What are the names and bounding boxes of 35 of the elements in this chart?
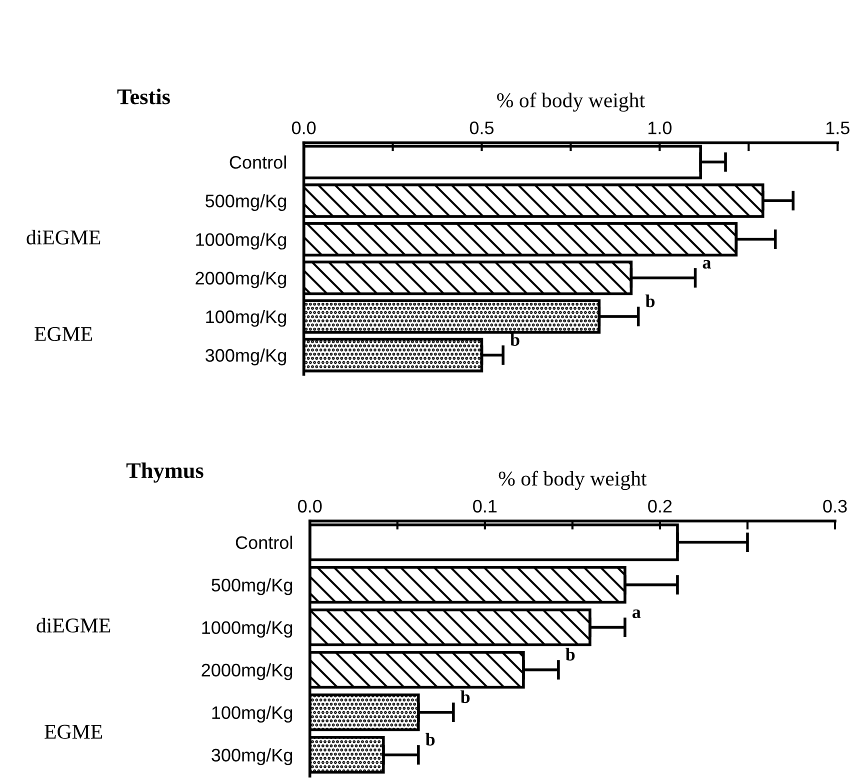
annotation: a <box>702 260 711 269</box>
y-tick-label: 500mg/Kg <box>212 578 292 596</box>
x-axis-title: % of body weight <box>497 92 645 112</box>
annotation: b <box>646 294 655 308</box>
y-tick-label: 1000mg/Kg <box>202 620 292 638</box>
annotation: b <box>566 648 575 661</box>
x-axis-title: % of body weight <box>498 470 647 490</box>
y-tick-label: Control <box>230 156 286 169</box>
annotation: b <box>460 690 470 704</box>
x-tick-label: 0.0 <box>292 122 316 134</box>
y-tick-label: 100mg/Kg <box>206 310 286 327</box>
y-tick-label: 2000mg/Kg <box>196 271 286 288</box>
x-tick-label: 1.5 <box>826 122 850 134</box>
x-tick-label: 1.0 <box>648 122 672 134</box>
x-tick-label: 0.2 <box>648 500 672 513</box>
text: EGME <box>44 724 102 739</box>
chart-title: Testis <box>117 88 170 104</box>
y-tick-label: 500mg/Kg <box>206 194 286 211</box>
x-tick-label: 0.0 <box>298 500 322 513</box>
text: EGME <box>34 327 92 342</box>
y-tick-label: 300mg/Kg <box>206 348 286 366</box>
x-tick-label: 0.1 <box>473 500 497 513</box>
text: diEGME <box>26 230 100 244</box>
annotation: a <box>632 609 641 618</box>
x-tick-label: 0.5 <box>470 122 494 134</box>
y-tick-label: 2000mg/Kg <box>202 663 292 680</box>
annotation: b <box>510 333 520 346</box>
y-tick-label: Control <box>236 536 292 550</box>
y-tick-label: 300mg/Kg <box>212 748 292 766</box>
chart-title: Thymus <box>126 462 204 483</box>
x-tick-label: 0.3 <box>823 500 847 513</box>
y-tick-label: 1000mg/Kg <box>196 232 286 250</box>
annotation: b <box>426 732 435 746</box>
text: diEGME <box>36 618 110 633</box>
y-tick-label: 100mg/Kg <box>212 706 292 723</box>
